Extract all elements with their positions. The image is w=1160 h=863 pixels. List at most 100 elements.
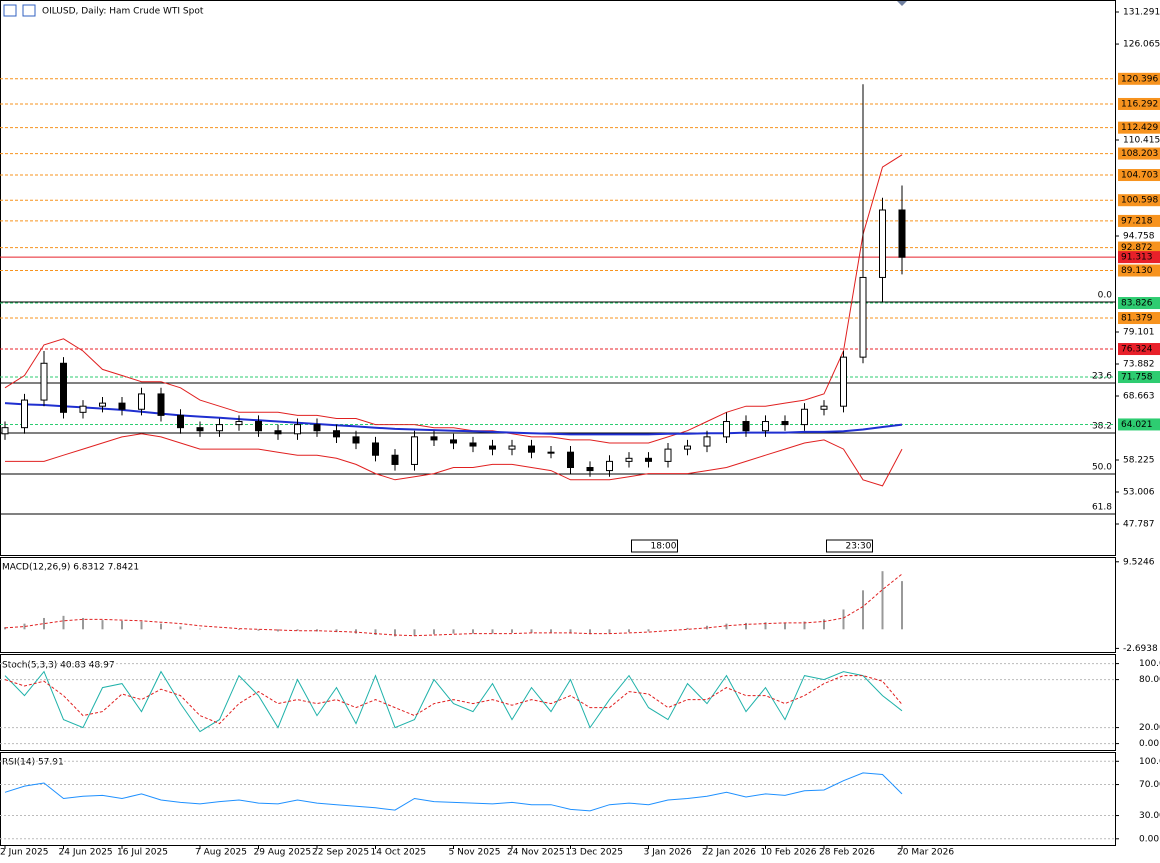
level-label: 92.872 — [1121, 243, 1153, 253]
level-label: 104.703 — [1121, 171, 1158, 181]
candle-body — [489, 445, 496, 450]
candle-body — [313, 424, 321, 432]
candle-body — [762, 421, 769, 432]
candle-body — [703, 436, 711, 447]
y-tick-label: 110.415 — [1123, 136, 1160, 146]
level-label: 64.021 — [1121, 420, 1153, 430]
y-tick-label: 47.787 — [1123, 519, 1155, 529]
level-tag — [1118, 214, 1160, 227]
level-tag — [1118, 147, 1160, 160]
level-tag — [1118, 312, 1160, 325]
y-tick-label: 79.101 — [1123, 328, 1155, 338]
y-tick-label: 100.00 — [1139, 757, 1160, 767]
level-tag — [1118, 264, 1160, 277]
x-tick-label: 5 Nov 2025 — [449, 848, 501, 858]
candle-body — [684, 445, 691, 450]
candle-body — [606, 460, 613, 472]
y-tick-label: 30.00 — [1139, 811, 1160, 821]
level-label: 120.396 — [1121, 74, 1158, 84]
x-tick-label: 7 Aug 2025 — [195, 848, 247, 858]
candle-body — [820, 405, 828, 410]
level-tag — [1118, 194, 1160, 207]
candle-body — [79, 405, 87, 413]
rsi-title: RSI(14) 57.91 — [2, 758, 64, 768]
level-tag — [1118, 251, 1160, 264]
macd-title: MACD(12,26,9) 6.8312 7.8421 — [2, 563, 139, 573]
candle-body — [1, 427, 9, 435]
x-tick-label: 24 Jun 2025 — [59, 848, 113, 858]
y-tick-label: 131.291 — [1123, 8, 1160, 18]
candle-body — [21, 399, 28, 429]
candle-body — [508, 445, 516, 450]
y-tick-label: 68.663 — [1123, 391, 1155, 401]
y-tick-label: -2.6938 — [1123, 644, 1158, 654]
candle-body — [898, 209, 906, 258]
candle-body — [625, 457, 633, 462]
candle-body — [294, 424, 301, 435]
candle-body — [801, 408, 808, 426]
level-label: 108.203 — [1121, 149, 1158, 159]
stoch-title: Stoch(5,3,3) 40.83 48.97 — [2, 661, 115, 671]
candle-body — [177, 414, 184, 429]
level-label: 116.292 — [1121, 99, 1158, 109]
level-tag — [1118, 121, 1160, 134]
candle-body — [781, 421, 789, 426]
candle-body — [859, 276, 867, 358]
level-tag — [1118, 241, 1160, 254]
candle-body — [411, 436, 418, 465]
stoch-main — [4, 670, 903, 733]
chart-title: OILUSD, Daily: Ham Crude WTI Spot — [42, 7, 204, 17]
level-tag — [1118, 297, 1160, 310]
rsi-line — [4, 772, 903, 812]
candle-body — [742, 421, 750, 432]
pane-border — [0, 0, 1116, 556]
candle-body — [664, 448, 672, 462]
level-tag — [1118, 72, 1160, 85]
time-marker-label: 23:30 — [846, 542, 872, 552]
icon — [3, 4, 17, 17]
x-tick-label: 20 Mar 2026 — [897, 848, 954, 858]
bollinger-upper — [4, 154, 903, 444]
level-tag — [1118, 169, 1160, 182]
level-label: 97.218 — [1121, 216, 1153, 226]
level-label: 76.324 — [1121, 345, 1153, 355]
level-tag — [1118, 343, 1160, 356]
level-tag — [1118, 97, 1160, 110]
candle-body — [430, 436, 438, 441]
candle-body — [157, 393, 165, 416]
x-tick-label: 22 Jan 2026 — [702, 848, 756, 858]
candle-body — [547, 451, 555, 454]
candle-body — [723, 421, 730, 438]
y-tick-label: 80.00 — [1139, 675, 1160, 685]
level-label: 100.598 — [1121, 196, 1158, 206]
candle-body — [372, 442, 379, 456]
fib-label: 50.0 — [1092, 463, 1112, 473]
x-tick-label: 22 Sep 2025 — [312, 848, 369, 858]
level-tag — [1118, 418, 1160, 431]
x-tick-label: 10 Feb 2026 — [761, 848, 817, 858]
pane-border — [0, 557, 1116, 653]
level-label: 89.130 — [1121, 266, 1153, 276]
candle-body — [40, 362, 48, 401]
fib-label: 23.6 — [1092, 371, 1112, 381]
x-tick-label: 24 Nov 2025 — [507, 848, 565, 858]
macd-signal — [4, 573, 903, 637]
level-label: 112.429 — [1121, 123, 1158, 133]
candle-body — [879, 209, 886, 278]
x-tick-label: 28 Feb 2026 — [819, 848, 875, 858]
candle-body — [60, 362, 67, 413]
level-label: 81.379 — [1121, 314, 1153, 324]
candle-body — [235, 421, 243, 426]
icon — [22, 4, 36, 17]
x-tick-label: 29 Aug 2025 — [254, 848, 312, 858]
x-tick-label: 16 Jul 2025 — [117, 848, 168, 858]
y-tick-label: 53.006 — [1123, 487, 1155, 497]
candle-body — [138, 393, 145, 410]
shift-marker — [896, 0, 908, 6]
y-tick-label: 9.5246 — [1123, 557, 1155, 567]
x-tick-label: 13 Dec 2025 — [566, 848, 624, 858]
x-tick-label: 14 Oct 2025 — [371, 848, 427, 858]
y-tick-label: 0.00 — [1139, 834, 1159, 844]
